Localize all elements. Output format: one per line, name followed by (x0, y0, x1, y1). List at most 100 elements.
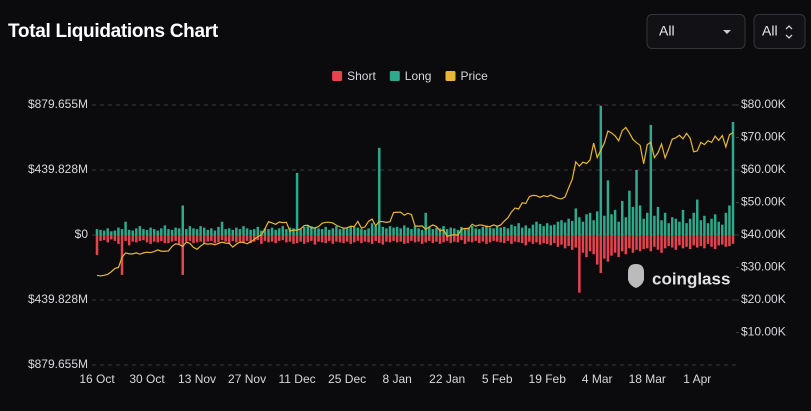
bar (688, 235, 692, 250)
bar (302, 235, 306, 244)
bar (510, 224, 513, 235)
bar (202, 227, 206, 235)
bar (581, 235, 585, 253)
bar (624, 217, 628, 235)
bar (592, 235, 595, 255)
bar (117, 227, 120, 235)
bar (338, 229, 342, 235)
bar (485, 235, 488, 244)
dropdown[interactable]: All (646, 14, 746, 49)
bar (710, 235, 713, 247)
bar (213, 235, 217, 244)
bar (220, 235, 224, 241)
bar (728, 235, 731, 247)
legend-swatch (445, 71, 456, 81)
bar (492, 228, 495, 235)
bar (617, 221, 620, 235)
bar (138, 226, 142, 235)
bar (388, 235, 392, 243)
bar (120, 235, 124, 275)
bar (428, 226, 431, 235)
bar (217, 226, 220, 235)
x-tick-label: 30 Oct (129, 372, 165, 386)
bar (167, 229, 170, 235)
bar (238, 235, 242, 242)
bar (538, 223, 542, 235)
bar (542, 226, 545, 235)
bar (281, 235, 285, 241)
bar (185, 229, 188, 235)
bar (553, 224, 556, 235)
bar (642, 218, 645, 235)
bar (642, 235, 645, 250)
bar (313, 235, 317, 245)
bar (385, 235, 388, 242)
x-tick-label: 25 Dec (328, 372, 366, 386)
bar (249, 235, 252, 244)
dropdown-label[interactable]: All (659, 23, 675, 39)
bar (603, 215, 606, 235)
bar (656, 235, 660, 250)
bar (345, 235, 349, 242)
bar (610, 235, 613, 256)
bar (485, 225, 488, 235)
bar (102, 235, 106, 241)
dropdown-label[interactable]: All (762, 23, 778, 39)
dropdown-box[interactable] (646, 14, 746, 49)
bar (463, 235, 467, 244)
bar (142, 235, 145, 241)
bar (177, 228, 181, 235)
bar (335, 226, 338, 235)
bar (710, 218, 713, 235)
bar (435, 227, 438, 235)
bar (431, 229, 435, 235)
bar (706, 235, 710, 244)
dropdown[interactable]: All (753, 14, 806, 49)
bar (556, 235, 560, 247)
bar (149, 235, 152, 244)
bar (199, 226, 202, 235)
x-tick-label: 22 Jan (429, 372, 465, 386)
bar (517, 223, 520, 235)
bar (635, 235, 638, 250)
bar (235, 227, 238, 235)
dropdown-box[interactable] (753, 14, 806, 49)
bar (420, 229, 424, 235)
bar (570, 235, 574, 250)
bar (403, 235, 406, 244)
bar (531, 235, 535, 244)
bar (181, 235, 185, 275)
bar (713, 235, 717, 250)
bar (199, 235, 202, 242)
bar (717, 235, 720, 246)
bar (170, 229, 174, 235)
y-tick-label: $879.655M (28, 97, 88, 111)
bar (495, 226, 499, 235)
bar (631, 235, 635, 253)
bar (624, 235, 628, 255)
bar (445, 235, 449, 241)
bar (503, 235, 506, 244)
bar (142, 229, 145, 235)
bar (728, 205, 731, 235)
bar (242, 226, 245, 235)
bar (220, 221, 224, 235)
y2-tick-label: $20.00K (741, 292, 786, 306)
bar (224, 235, 227, 242)
bar (160, 235, 163, 241)
bar (453, 235, 456, 242)
bar (124, 221, 127, 235)
bar (542, 235, 545, 244)
bar (535, 221, 538, 235)
bar (578, 235, 581, 293)
bar (560, 235, 563, 245)
bar (428, 235, 431, 241)
bar (560, 220, 563, 235)
bar (517, 235, 520, 243)
bar (424, 212, 427, 235)
bar (667, 235, 670, 247)
bar (370, 223, 374, 235)
bar (256, 235, 260, 241)
bar (567, 218, 570, 235)
